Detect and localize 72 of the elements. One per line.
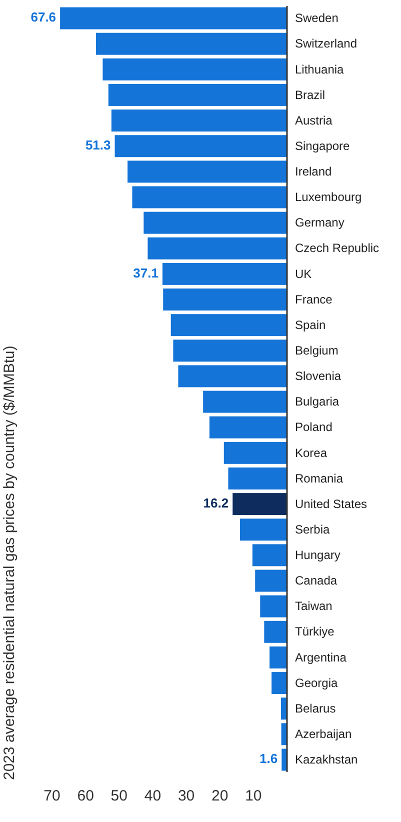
y-tick-label: France	[295, 292, 333, 306]
y-tick-label: Romania	[295, 471, 344, 486]
y-tick-label: Georgia	[295, 676, 338, 690]
bar	[128, 160, 287, 183]
bar	[280, 698, 287, 720]
bar	[260, 595, 287, 618]
y-tick-label: Belgium	[295, 343, 338, 358]
bar	[148, 237, 287, 260]
bar	[144, 212, 287, 234]
y-tick-label: Switzerland	[295, 36, 358, 51]
data-label: 1.6	[260, 751, 278, 766]
y-tick-label: Czech Republic	[295, 241, 380, 256]
y-tick-label: Belarus	[295, 701, 336, 716]
bar	[163, 288, 287, 311]
y-tick-label: Serbia	[295, 522, 330, 536]
bar	[264, 620, 287, 643]
bar	[60, 7, 287, 30]
y-tick-label: Azerbaijan	[295, 727, 352, 741]
bar	[173, 340, 287, 362]
x-tick-label: 40	[144, 788, 162, 805]
y-tick-label: United States	[295, 496, 368, 511]
data-label: 51.3	[85, 138, 111, 153]
y-tick-label: Ireland	[295, 164, 332, 179]
y-tick-label: Slovenia	[295, 369, 342, 384]
bar	[272, 672, 287, 694]
text: 2023 average residential natural gas prices by country ($/MMBtu)	[1, 346, 18, 780]
y-tick-label: Bulgaria	[295, 394, 340, 409]
y-tick-label: Hungary	[295, 548, 340, 562]
y-tick-label: Lithuania	[295, 62, 344, 76]
x-tick-label: 50	[110, 788, 128, 805]
x-tick-label: 20	[212, 788, 228, 805]
bar	[178, 365, 287, 388]
data-label: 37.1	[133, 265, 158, 280]
y-tick-label: Singapore	[295, 138, 350, 153]
x-tick-label: 30	[178, 788, 195, 805]
bar	[255, 570, 287, 592]
bar	[132, 186, 287, 208]
bar	[240, 518, 287, 541]
y-tick-label: Sweden	[295, 11, 338, 26]
bar	[102, 58, 287, 80]
y-tick-label: Türkiye	[295, 624, 335, 639]
x-tick-label: 10	[245, 788, 262, 805]
y-tick-label: Poland	[295, 420, 332, 434]
bar	[111, 110, 287, 132]
bar	[203, 390, 287, 413]
bar	[162, 262, 287, 285]
y-tick-label: Taiwan	[295, 599, 332, 614]
bar	[108, 84, 287, 106]
bar	[232, 493, 287, 516]
bar	[252, 544, 287, 566]
y-tick-label: UK	[295, 266, 312, 281]
y-tick-label: Brazil	[295, 88, 326, 102]
bar	[270, 646, 287, 668]
y-tick-label: Canada	[295, 574, 338, 588]
y-tick-label: Spain	[295, 318, 326, 332]
bar	[228, 467, 287, 490]
bar	[114, 135, 287, 158]
y-tick-label: Korea	[295, 446, 328, 460]
x-tick-label: 60	[77, 788, 94, 805]
bar	[170, 314, 287, 336]
data-label: 67.6	[30, 10, 56, 25]
x-tick-label: 70	[44, 788, 60, 805]
y-tick-label: Germany	[295, 216, 344, 230]
bar	[209, 416, 287, 438]
y-tick-label: Kazakhstan	[295, 752, 358, 767]
bar	[282, 748, 287, 771]
data-label: 16.2	[203, 495, 229, 510]
y-tick-label: Argentina	[295, 650, 347, 664]
bar	[96, 32, 287, 55]
y-tick-label: Austria	[295, 113, 333, 128]
bar	[224, 442, 287, 464]
y-tick-label: Luxembourg	[295, 190, 362, 204]
